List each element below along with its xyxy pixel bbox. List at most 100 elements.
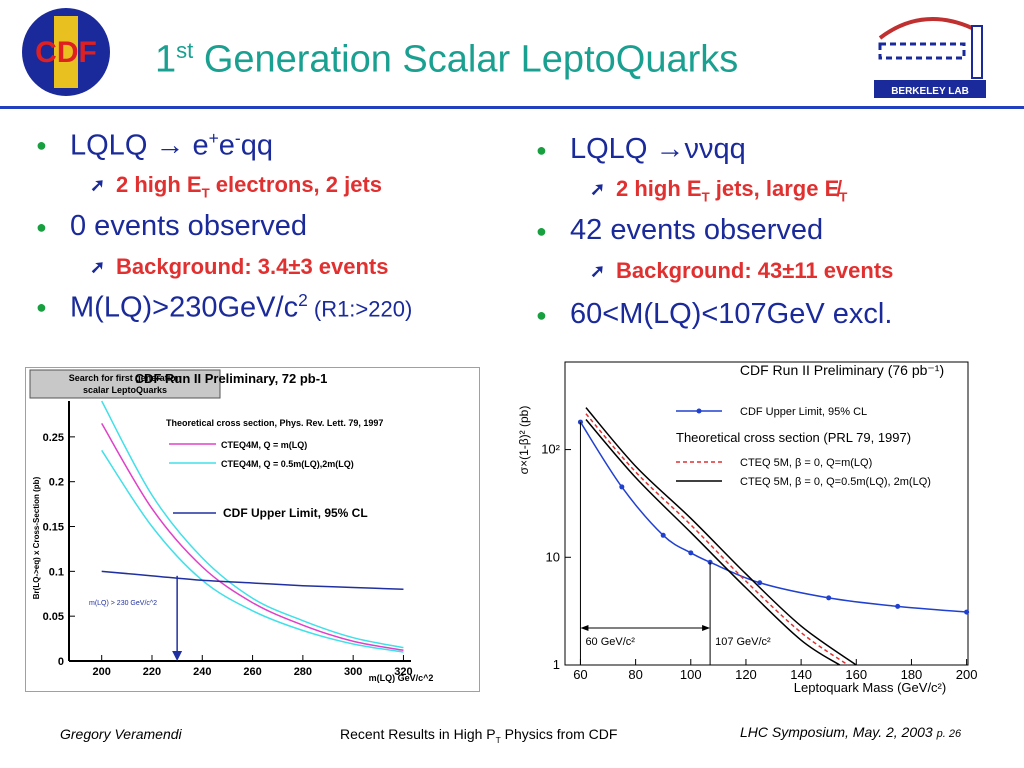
- x-tick-label: 80: [628, 667, 642, 682]
- x-tick-label: 180: [901, 667, 923, 682]
- text: LHC Symposium, May. 2, 2003: [740, 724, 933, 740]
- limit-label: m(LQ) > 230 GeV/c^2: [89, 600, 157, 607]
- y-tick-label: 0.1: [49, 566, 64, 578]
- data-point: [688, 550, 694, 556]
- x-tick-label: 60: [573, 667, 587, 682]
- y-tick-label: 0.05: [43, 611, 64, 623]
- text: M(LQ)>230GeV/c: [70, 291, 299, 324]
- text: LQLQ: [70, 129, 156, 162]
- data-point: [707, 559, 713, 565]
- bullet: 42 events observed: [536, 214, 824, 247]
- berkeley-logo: BERKELEY LAB: [874, 17, 986, 98]
- x-tick-label: 140: [790, 667, 812, 682]
- sub-bullet: Background: 3.4±3 events: [90, 254, 389, 280]
- x-tick-label: 240: [193, 666, 211, 678]
- series-line: [585, 413, 849, 666]
- text: 2 high E: [616, 176, 702, 201]
- legend-label: CTEQ4M, Q = m(LQ): [221, 440, 307, 450]
- text: ννqq: [684, 133, 746, 165]
- y-tick-label: 0.2: [49, 477, 64, 489]
- text: E̸: [824, 176, 840, 201]
- text: 2 high E: [116, 172, 202, 197]
- logo-building: [878, 42, 966, 60]
- limit-label: 107 GeV/c²: [715, 636, 771, 648]
- y-axis-label: σ×(1-β)² (pb): [517, 406, 531, 475]
- data-point: [660, 532, 666, 538]
- text: 42 events observed: [570, 214, 824, 246]
- chart-right: CDF Run II Preliminary (76 pb⁻¹) 60 80 100 1…: [517, 361, 978, 695]
- text: Background: 3.4±3 events: [116, 254, 389, 279]
- text: LQLQ: [570, 133, 656, 165]
- text: e: [184, 129, 209, 162]
- sub-bullet: 2 high ET jets, large E̸T: [590, 176, 848, 205]
- limit-arrowhead: [172, 651, 183, 661]
- sup: +: [208, 128, 219, 148]
- x-tick-label: 200: [93, 666, 111, 678]
- arrow: →: [655, 133, 685, 165]
- logo-arc: [878, 17, 973, 40]
- text: Physics from CDF: [500, 726, 618, 742]
- text: Recent Results in High P: [340, 726, 496, 742]
- legend-label: CTEQ 5M, β = 0, Q=0.5m(LQ), 2m(LQ): [740, 476, 931, 488]
- data-point: [826, 595, 832, 601]
- text: e: [218, 129, 235, 162]
- bullet: 0 events observed: [36, 210, 307, 243]
- box-text: scalar LeptoQuarks: [83, 385, 167, 395]
- x-axis-label: m(LQ) GeV/c^2: [369, 673, 434, 683]
- chart-title: CDF Run II Preliminary (76 pb⁻¹): [740, 362, 944, 378]
- x-tick-label: 320: [394, 666, 412, 678]
- box-text: Search for first generation: [69, 373, 182, 383]
- text: 60<M(LQ)<107GeV excl.: [570, 298, 893, 330]
- series-line: [579, 421, 967, 613]
- data-point: [895, 603, 901, 609]
- text: qq: [240, 129, 273, 162]
- series-line: [101, 400, 404, 649]
- sub: T: [839, 189, 848, 205]
- arrowhead: [580, 625, 589, 631]
- y-tick-label: 0.25: [43, 432, 64, 444]
- logo-band: [874, 80, 986, 98]
- bullet: M(LQ)>230GeV/c2 (R1:>220): [36, 290, 412, 325]
- title-sup: st: [176, 38, 194, 63]
- sub-bullet: Background: 43±11 events: [590, 258, 894, 284]
- logo-tower: [971, 25, 983, 79]
- x-tick-label: 300: [344, 666, 362, 678]
- x-tick-label: 200: [956, 667, 978, 682]
- data-point: [757, 580, 763, 586]
- bullet: LQLQ →ννqq: [536, 133, 746, 166]
- y-tick-label: 10²: [541, 442, 560, 457]
- text: jets, large: [709, 176, 825, 201]
- x-tick-label: 220: [143, 666, 161, 678]
- data-point: [619, 484, 625, 490]
- title-text: 1: [155, 38, 177, 81]
- y-tick-label: 1: [553, 657, 560, 672]
- x-axis-label: Leptoquark Mass (GeV/c²): [794, 680, 946, 695]
- sub: T: [701, 189, 710, 205]
- footer-event: LHC Symposium, May. 2, 2003 p. 26: [740, 724, 961, 740]
- header-rule: [0, 106, 1024, 109]
- cdf-logo: CDF: [22, 8, 110, 96]
- legend-title: Theoretical cross section (PRL 79, 1997): [676, 430, 911, 445]
- sup: -: [234, 128, 241, 148]
- series-line: [101, 423, 404, 651]
- y-axis-label: Br(LQ->eq) x Cross-Section (pb): [32, 476, 41, 599]
- y-tick-label: 10: [546, 549, 560, 564]
- sub: T: [201, 185, 210, 201]
- x-tick-label: 100: [680, 667, 702, 682]
- logo-bar: [54, 16, 78, 88]
- text: electrons, 2 jets: [209, 172, 383, 197]
- footer-talk: Recent Results in High PT Physics from C…: [340, 726, 617, 745]
- x-tick-label: 260: [243, 666, 261, 678]
- legend-label: CDF Upper Limit, 95% CL: [740, 406, 867, 418]
- footer-author: Gregory Veramendi: [60, 726, 182, 742]
- series-line: [585, 407, 857, 666]
- y-tick-label: 0: [58, 656, 64, 668]
- legend-label: CDF Upper Limit, 95% CL: [223, 506, 368, 520]
- series-line: [101, 570, 404, 591]
- legend-label: CTEQ4M, Q = 0.5m(LQ),2m(LQ): [221, 459, 354, 469]
- logo-text: CDF: [35, 36, 97, 69]
- chart-left: Search for first generation scalar LeptoQ…: [25, 367, 480, 692]
- arrowhead: [702, 625, 711, 631]
- text: Background: 43±11 events: [616, 258, 894, 283]
